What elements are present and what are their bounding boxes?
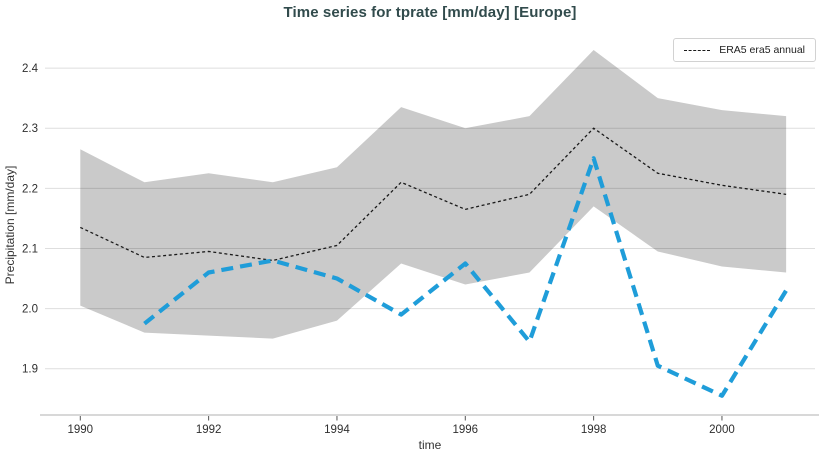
chart-title: Time series for tprate [mm/day] [Europe] — [283, 4, 577, 21]
x-tick-label: 1998 — [581, 424, 607, 436]
uncertainty-band — [80, 50, 787, 339]
legend-label: ERA5 era5 annual — [719, 44, 805, 56]
legend: ERA5 era5 annual — [673, 38, 816, 62]
y-axis-label: Precipitation [mm/day] — [3, 166, 17, 285]
y-tick-label: 1.9 — [22, 364, 38, 376]
y-tick-label: 2.2 — [22, 183, 38, 195]
x-tick-label: 1996 — [452, 424, 478, 436]
y-tick-label: 2.1 — [22, 243, 38, 255]
x-tick-label: 1994 — [324, 424, 350, 436]
y-tick-label: 2.3 — [22, 123, 38, 135]
dashed-line-sample-icon — [684, 49, 711, 51]
era5-annual-line — [80, 127, 787, 262]
y-tick-label: 2.4 — [22, 63, 39, 75]
blue-dashed-line — [143, 156, 788, 398]
x-tick-label: 1992 — [196, 424, 222, 436]
x-tick-label: 2000 — [709, 424, 735, 436]
x-tick-label: 1990 — [67, 424, 93, 436]
x-axis-label: time — [419, 438, 442, 452]
y-tick-label: 2.0 — [22, 304, 38, 316]
